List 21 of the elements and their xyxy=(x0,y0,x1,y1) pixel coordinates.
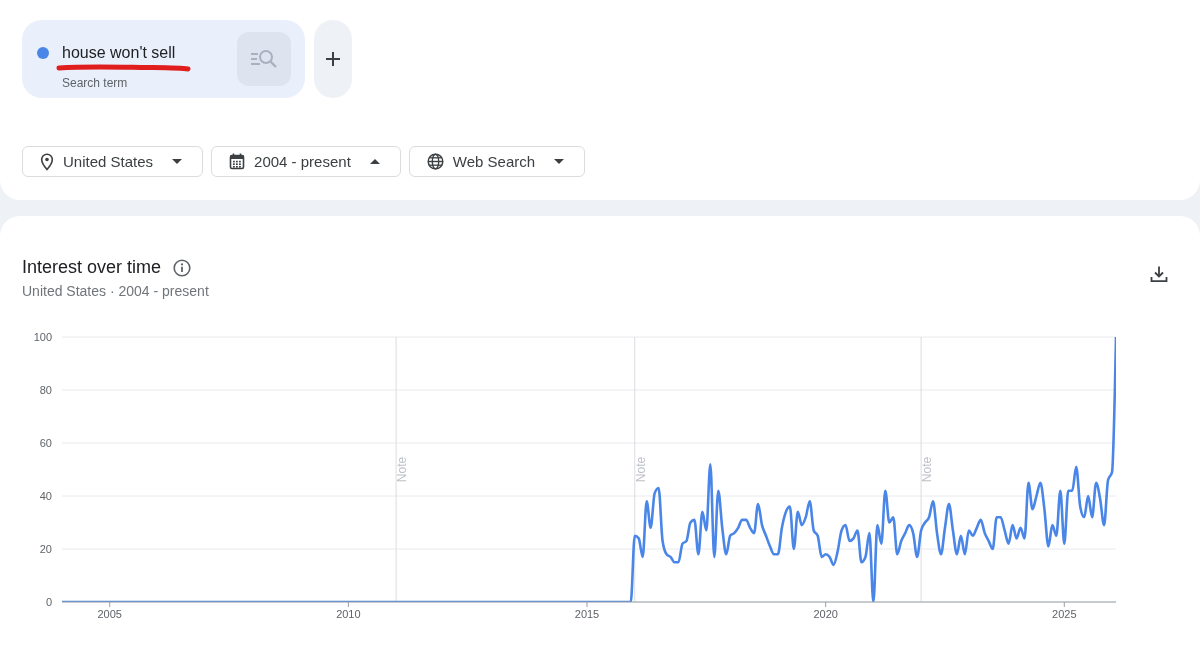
ref-line-label: Note xyxy=(395,456,410,483)
text: Search term xyxy=(62,76,128,90)
y-tick-label: 60 xyxy=(39,436,52,449)
y-tick-label: 40 xyxy=(39,489,52,502)
ref-line-label: Note xyxy=(633,456,648,483)
y-tick-label: 20 xyxy=(39,542,52,555)
x-tick-label: 2015 xyxy=(574,607,600,620)
y-tick-label: 0 xyxy=(45,595,52,608)
ref-line-label: Note xyxy=(920,456,935,483)
x-tick-label: 2010 xyxy=(336,607,361,620)
legend-label: house won't sell xyxy=(62,44,176,62)
y-tick-label: 100 xyxy=(33,330,52,343)
x-tick-label: 2025 xyxy=(1052,607,1077,620)
y-tick-label: 80 xyxy=(39,383,52,396)
x-tick-label: 2005 xyxy=(97,607,122,620)
date-range-dropdown: 2004 - present xyxy=(211,146,401,177)
location-dropdown: United States xyxy=(22,146,204,177)
x-tick-label: 2020 xyxy=(813,607,838,620)
chart-subtitle: United States · 2004 - present xyxy=(22,283,209,299)
chart-title: Interest over time xyxy=(22,257,162,278)
search-type-dropdown: Web Search xyxy=(408,146,586,177)
